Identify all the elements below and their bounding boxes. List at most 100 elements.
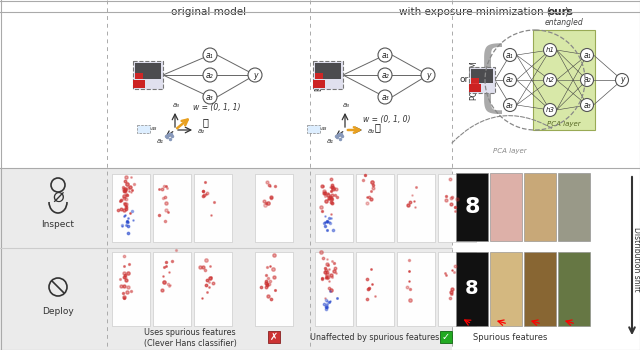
- Text: with exposure minimization (: with exposure minimization (: [399, 7, 551, 17]
- Text: a₃: a₃: [342, 102, 349, 108]
- Bar: [315, 73, 323, 79]
- Bar: [153, 252, 191, 326]
- Circle shape: [616, 74, 628, 86]
- Text: ours: ours: [547, 7, 573, 17]
- Circle shape: [504, 74, 516, 86]
- Text: Inspect: Inspect: [42, 220, 74, 229]
- Text: a₂: a₂: [206, 70, 214, 79]
- Text: entangled: entangled: [545, 18, 584, 27]
- Text: {: {: [463, 43, 511, 117]
- Text: w = (0, 1, 0): w = (0, 1, 0): [363, 115, 410, 124]
- Text: ): ): [564, 7, 568, 17]
- Bar: [471, 69, 493, 83]
- Text: a₂: a₂: [381, 70, 389, 79]
- Bar: [558, 252, 590, 326]
- Text: a₃: a₃: [151, 126, 157, 131]
- Text: h1: h1: [545, 47, 554, 53]
- Circle shape: [580, 98, 593, 112]
- Bar: [456, 252, 488, 326]
- Bar: [135, 73, 143, 79]
- Circle shape: [203, 90, 217, 104]
- Text: a₂: a₂: [583, 76, 591, 84]
- Circle shape: [543, 104, 557, 117]
- Text: a₂: a₂: [198, 128, 205, 134]
- Text: ✓: ✓: [442, 332, 450, 342]
- Text: a₃: a₃: [206, 92, 214, 102]
- Text: 8: 8: [465, 280, 479, 299]
- Text: 🐎: 🐎: [202, 117, 208, 127]
- Circle shape: [378, 48, 392, 62]
- Bar: [438, 252, 476, 326]
- Bar: [0, 168, 640, 350]
- Bar: [490, 173, 522, 241]
- Bar: [452, 168, 640, 350]
- Circle shape: [504, 98, 516, 112]
- Circle shape: [543, 74, 557, 86]
- Text: w = (0, 1, 1): w = (0, 1, 1): [193, 103, 241, 112]
- Bar: [133, 80, 145, 88]
- Text: Spurious features: Spurious features: [473, 334, 547, 343]
- Bar: [456, 173, 488, 241]
- Circle shape: [580, 49, 593, 62]
- Text: ✗: ✗: [270, 332, 278, 342]
- Bar: [255, 174, 293, 242]
- Text: a₁: a₁: [157, 138, 163, 144]
- Bar: [255, 252, 293, 326]
- FancyArrowPatch shape: [452, 116, 552, 143]
- Text: y: y: [253, 70, 257, 79]
- Text: Unaffected by spurious features: Unaffected by spurious features: [310, 334, 440, 343]
- Text: original model: original model: [171, 7, 246, 17]
- Text: Uses spurious features
(Clever Hans classifier): Uses spurious features (Clever Hans clas…: [143, 328, 236, 348]
- Bar: [524, 173, 556, 241]
- Bar: [194, 174, 232, 242]
- Text: y: y: [620, 76, 624, 84]
- Bar: [313, 80, 325, 88]
- Text: a₃: a₃: [583, 100, 591, 110]
- Bar: [315, 252, 353, 326]
- Text: y: y: [426, 70, 430, 79]
- Text: a₃: a₃: [321, 126, 328, 131]
- Text: EGEM: EGEM: [314, 69, 323, 91]
- Bar: [356, 252, 394, 326]
- Bar: [135, 63, 161, 79]
- FancyBboxPatch shape: [469, 67, 495, 93]
- Text: Deploy: Deploy: [42, 307, 74, 316]
- Text: or: or: [460, 76, 469, 84]
- Circle shape: [203, 48, 217, 62]
- Text: a₃: a₃: [173, 102, 179, 108]
- Bar: [112, 174, 150, 242]
- FancyBboxPatch shape: [307, 125, 320, 133]
- Bar: [112, 252, 150, 326]
- Text: a₃: a₃: [506, 100, 514, 110]
- Text: h3: h3: [545, 107, 554, 113]
- Circle shape: [378, 90, 392, 104]
- Bar: [438, 174, 476, 242]
- Text: 8: 8: [464, 197, 480, 217]
- Bar: [356, 174, 394, 242]
- Text: h2: h2: [545, 77, 554, 83]
- Bar: [153, 174, 191, 242]
- Circle shape: [203, 68, 217, 82]
- Bar: [469, 84, 481, 92]
- Bar: [533, 30, 595, 130]
- Circle shape: [580, 74, 593, 86]
- Text: PCA-EGEM: PCA-EGEM: [470, 60, 479, 100]
- Bar: [0, 0, 640, 168]
- Text: Distribution shift: Distribution shift: [632, 227, 640, 291]
- Circle shape: [248, 68, 262, 82]
- FancyBboxPatch shape: [313, 61, 343, 89]
- Text: PCA layer: PCA layer: [493, 148, 527, 154]
- Text: PCA layer: PCA layer: [547, 121, 581, 127]
- Circle shape: [543, 43, 557, 56]
- Bar: [315, 174, 353, 242]
- Text: a₂: a₂: [368, 128, 375, 134]
- Text: 🐎: 🐎: [374, 122, 380, 132]
- FancyBboxPatch shape: [133, 61, 163, 89]
- Text: a₁: a₁: [506, 50, 514, 60]
- Text: a₁: a₁: [583, 50, 591, 60]
- Bar: [194, 252, 232, 326]
- FancyBboxPatch shape: [137, 125, 150, 133]
- Bar: [397, 252, 435, 326]
- Text: a₁: a₁: [206, 50, 214, 60]
- Bar: [440, 331, 452, 343]
